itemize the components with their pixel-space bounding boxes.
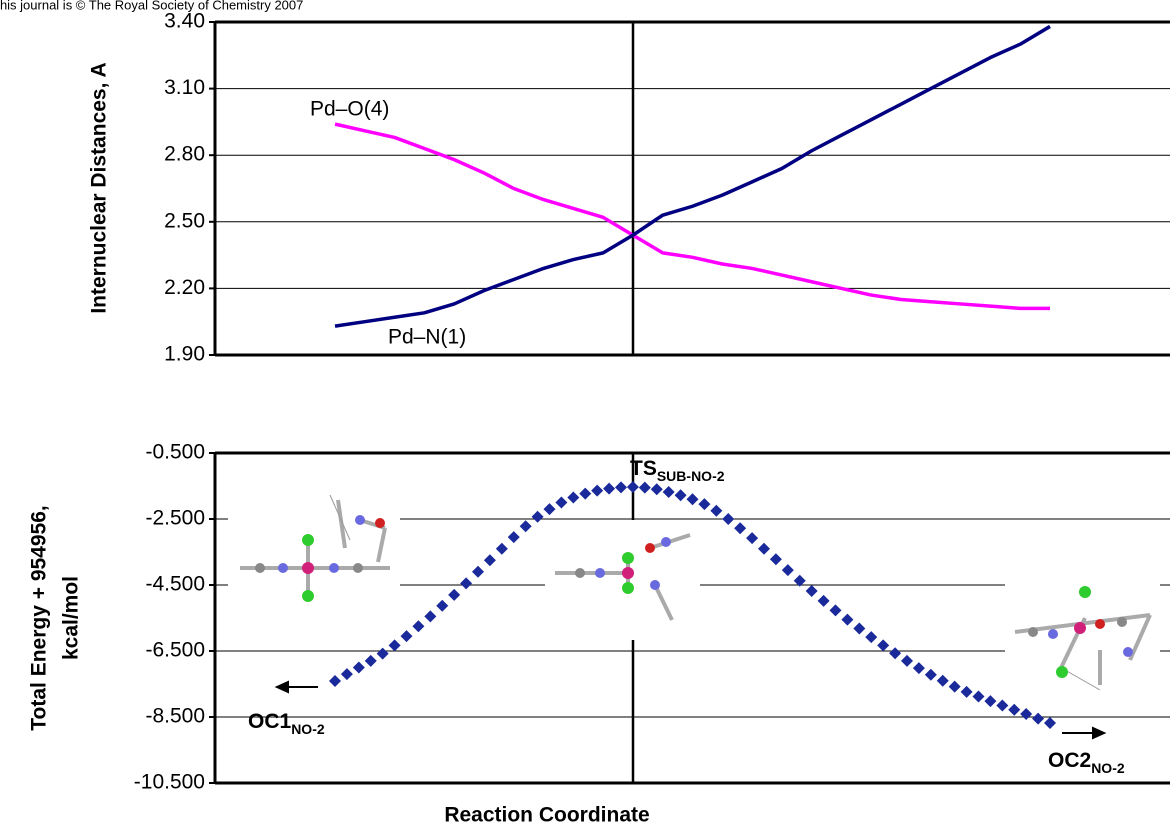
data-point [901,655,913,667]
annotation-subscript: NO-2 [1091,760,1125,776]
annotation-text: OC1 [248,710,292,733]
y-tick-label: 2.50 [164,209,205,232]
data-point [1032,713,1044,725]
data-point [996,699,1008,711]
molecule-left [228,482,400,632]
data-point [567,492,579,504]
x-axis-title: Reaction Coordinate [444,804,649,827]
data-point [591,485,603,497]
data-point [365,655,377,667]
data-point [484,554,496,566]
figure: This journal is © The Royal Society of C… [0,0,1170,830]
data-point [627,481,639,493]
annotation: TSSUB-NO-2 [630,457,725,484]
data-point [710,505,722,517]
data-point [639,482,651,494]
y-tick-label: 3.40 [164,10,205,33]
data-point [520,520,532,532]
data-point [877,639,889,651]
series-label: Pd–N(1) [388,326,466,349]
y-tick-label: 2.80 [164,143,205,166]
data-point [436,600,448,612]
data-point [579,488,591,500]
data-point [722,513,734,525]
data-point [663,486,675,498]
data-point [377,648,389,660]
y-tick-label: -0.500 [145,441,205,464]
molecule-middle [545,520,700,640]
data-point [949,681,961,693]
data-point [770,553,782,565]
data-point [889,647,901,659]
data-point [1044,717,1056,729]
data-point [353,662,365,674]
data-point [615,481,627,493]
data-point [830,604,842,616]
annotation: OC2NO-2 [1048,749,1125,776]
y-tick-label: -8.500 [145,705,205,728]
data-point [913,662,925,674]
annotation-text: OC2 [1048,749,1091,772]
data-point [412,620,424,632]
data-point [341,668,353,680]
series-line [335,124,1050,308]
data-point [603,483,615,495]
molecule-right [1005,580,1160,695]
annotation-subscript: NO-2 [291,721,325,737]
data-point [973,691,985,703]
data-point [460,577,472,589]
data-point [925,669,937,681]
data-point [758,543,770,555]
data-point [472,566,484,578]
y-tick-label: -10.500 [134,771,205,794]
y-tick-label: 2.20 [164,276,205,299]
data-point [424,610,436,622]
data-point [651,483,663,495]
series-label: Pd–O(4) [310,98,389,121]
y-tick-label: -4.500 [145,573,205,596]
data-point [937,675,949,687]
data-point [544,503,556,515]
data-point [1008,704,1020,716]
data-point [508,531,520,543]
data-point [806,585,818,597]
y-tick-label: -2.500 [145,507,205,530]
y-axis-title: Total Energy + 954956, [28,505,51,730]
data-point [496,543,508,555]
data-point [448,589,460,601]
data-point [687,493,699,505]
data-point [389,639,401,651]
y-tick-label: -6.500 [145,639,205,662]
data-point [961,686,973,698]
data-point [818,595,830,607]
arrows [277,682,1104,738]
data-point [734,522,746,534]
data-point [1020,708,1032,720]
data-point [675,489,687,501]
y-tick-label: 1.90 [164,343,205,366]
data-point [329,675,341,687]
data-point [984,695,996,707]
data-point [532,511,544,523]
annotation-text: TS [630,457,657,480]
data-point [401,630,413,642]
series-line [335,26,1050,326]
data-point [853,623,865,635]
y-tick-label: 3.10 [164,76,205,99]
y-axis-title: kcal/mol [60,576,83,660]
annotation: OC1NO-2 [248,710,325,737]
data-point [865,631,877,643]
data-point [841,614,853,626]
data-point [746,532,758,544]
data-point [698,498,710,510]
data-point [782,564,794,576]
plots: 1.90 2.20 2.50 2.80 3.10 3.40 Internuclear Dis… [28,10,1170,794]
copyright: This journal is © The Royal Society of C… [0,0,303,12]
data-point [555,497,567,509]
annotation-subscript: SUB-NO-2 [657,468,725,484]
y-axis-title: Internuclear Distances, A [88,62,111,313]
